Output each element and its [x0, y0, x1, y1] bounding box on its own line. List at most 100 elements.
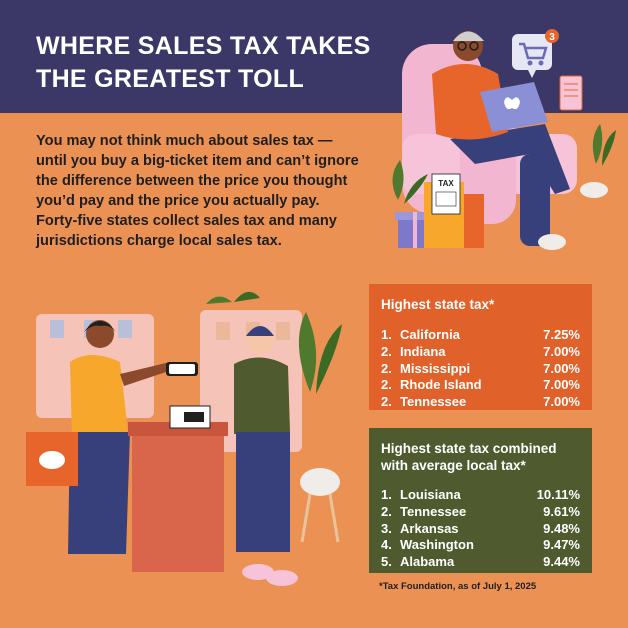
checkout-counter-illustration [26, 291, 342, 586]
cashier-hair [246, 326, 274, 336]
bunny-slipper [580, 182, 608, 198]
rank-number: 3. [381, 520, 392, 536]
tax-rate: 7.00% [543, 394, 580, 410]
highest-state-tax-box: Highest state tax* 1. California 7.25% 2. I… [369, 284, 592, 410]
plant-pot [300, 468, 340, 496]
shelf-item [50, 320, 64, 338]
card-terminal-keys [184, 412, 204, 422]
plant-leaf [602, 130, 616, 166]
shopping-bag-side [464, 194, 484, 248]
list-item: 1. California 7.25% [381, 327, 580, 344]
shopping-cart-icon [519, 42, 548, 60]
list-item: 2. Indiana 7.00% [381, 344, 580, 361]
tax-rate: 9.48% [543, 520, 580, 536]
state-name: Tennessee [400, 394, 467, 410]
person-hair [453, 31, 484, 41]
plant-leaf [234, 291, 260, 302]
highest-state-tax-heading: Highest state tax* [381, 297, 495, 312]
laptop-logo [504, 97, 520, 110]
list-item: 2. Mississippi 7.00% [381, 361, 580, 378]
rank-number: 2. [381, 343, 392, 359]
shopper-hair [84, 321, 116, 332]
highest-combined-tax-box: Highest state tax combined with average … [369, 428, 592, 573]
tax-rate: 7.00% [543, 360, 580, 376]
rank-number: 2. [381, 360, 392, 376]
shelf-item [216, 322, 230, 340]
list-item: 1. Louisiana 10.11% [381, 487, 580, 504]
rank-number: 2. [381, 377, 392, 393]
shopper-arm [120, 362, 172, 386]
tax-rate: 7.25% [543, 327, 580, 342]
online-shopper-illustration: 3 TAX [392, 29, 616, 250]
tax-tag-label: TAX [438, 179, 454, 188]
tax-rate: 9.44% [543, 554, 580, 570]
person-legs [450, 124, 570, 194]
plant-leaf [392, 160, 404, 200]
highest-combined-tax-heading: Highest state tax combined with average … [381, 441, 557, 473]
tax-rate: 10.11% [536, 487, 580, 502]
state-name: Tennessee [400, 503, 467, 519]
tax-tag [431, 173, 461, 215]
checkout-counter [132, 432, 224, 572]
cart-bubble-tail [528, 70, 536, 78]
highest-state-tax-list: 1. California 7.25% 2. Indiana 7.00% 2. Missi… [369, 327, 592, 411]
shopper-top [70, 355, 128, 438]
phone-screen [169, 364, 195, 374]
glasses-lens [469, 41, 479, 51]
list-item: 5. Alabama 9.44% [381, 554, 580, 571]
state-name: Louisiana [400, 487, 461, 502]
rank-number: 2. [381, 394, 392, 410]
state-name: Alabama [400, 554, 455, 570]
list-item: 3. Arkansas 9.48% [381, 521, 580, 538]
shelf-item [118, 320, 132, 338]
state-name: Rhode Island [400, 377, 482, 393]
highest-combined-tax-list: 1. Louisiana 10.11% 2. Tennessee 9.61% 3. Ark… [369, 487, 592, 571]
cashier-shoe [242, 564, 274, 580]
plant-leaf [592, 124, 603, 164]
glasses-icon [457, 41, 467, 51]
cashier-pants [236, 432, 290, 552]
rank-number: 5. [381, 554, 392, 570]
plant-leaf [206, 296, 232, 304]
plant-leaf [404, 174, 428, 204]
cart-badge-count: 3 [549, 32, 555, 43]
gift-ribbon [413, 212, 417, 248]
list-item: 4. Washington 9.47% [381, 537, 580, 554]
barcode-icon [435, 191, 457, 207]
cart-wheel [527, 60, 533, 66]
state-name: Arkansas [400, 520, 459, 536]
plant-leaf [316, 324, 342, 394]
state-name: Indiana [400, 343, 446, 359]
bunny-slipper [538, 234, 566, 250]
shopper-skirt [68, 432, 130, 554]
pot-stand-leg [300, 493, 312, 543]
intro-paragraph: You may not think much about sales tax —… [36, 133, 359, 249]
state-name: Mississippi [400, 360, 471, 376]
person-shin [520, 154, 550, 246]
rank-number: 1. [381, 327, 392, 342]
shopper-head [86, 320, 114, 348]
tax-rate: 7.00% [543, 377, 580, 393]
rank-number: 4. [381, 537, 392, 553]
receipt-icon [559, 75, 583, 111]
plant-leaf [298, 312, 317, 392]
rank-number: 1. [381, 487, 392, 502]
state-name: Washington [400, 537, 474, 553]
shopping-bag-label [39, 451, 65, 469]
cashier-shoe [266, 570, 298, 586]
pot-stand-leg [328, 493, 340, 543]
state-name: California [400, 327, 460, 342]
tax-rate: 9.47% [543, 537, 580, 553]
tax-rate: 9.61% [543, 503, 580, 519]
cart-wheel [538, 60, 544, 66]
tax-rate: 7.00% [543, 343, 580, 359]
source-footnote: *Tax Foundation, as of July 1, 2025 [379, 581, 537, 592]
shelf-item [276, 322, 290, 340]
list-item: 2. Rhode Island 7.00% [381, 377, 580, 394]
cashier-shirt [234, 357, 290, 434]
rank-number: 2. [381, 503, 392, 519]
page-title: WHERE SALES TAX TAKES THE GREATEST TOLL [36, 32, 371, 93]
list-item: 2. Tennessee 7.00% [381, 394, 580, 411]
list-item: 2. Tennessee 9.61% [381, 504, 580, 521]
cart-badge [545, 29, 559, 43]
